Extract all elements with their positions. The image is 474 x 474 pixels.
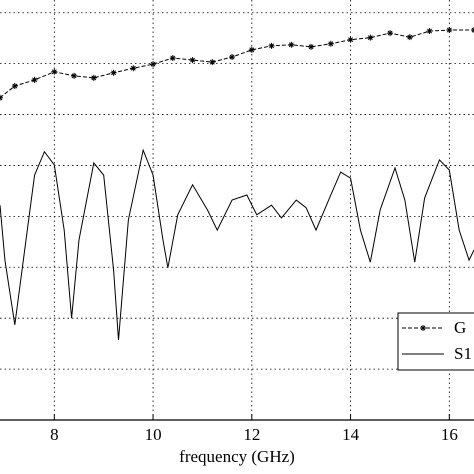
legend-box bbox=[397, 312, 474, 371]
point-marker bbox=[308, 43, 315, 50]
point-marker bbox=[268, 42, 275, 49]
point-marker bbox=[446, 27, 453, 34]
point-marker bbox=[229, 54, 236, 61]
x-axis-label: frequency (GHz) bbox=[179, 447, 295, 466]
x-tick-label: 8 bbox=[50, 425, 59, 444]
point-marker bbox=[209, 59, 216, 66]
point-marker bbox=[248, 46, 255, 53]
point-marker bbox=[71, 72, 78, 79]
point-marker bbox=[169, 55, 176, 62]
series-line bbox=[0, 148, 474, 341]
point-marker bbox=[426, 28, 433, 35]
x-tick-label: 10 bbox=[145, 425, 162, 444]
point-marker bbox=[288, 41, 295, 48]
legend-marker bbox=[420, 325, 426, 331]
series-line bbox=[0, 29, 474, 99]
legend: G S1 bbox=[397, 312, 474, 371]
point-marker bbox=[367, 34, 374, 41]
point-marker bbox=[189, 57, 196, 64]
point-marker bbox=[51, 68, 58, 75]
point-marker bbox=[11, 83, 18, 90]
point-marker bbox=[130, 65, 137, 72]
x-tick-label: 12 bbox=[243, 425, 260, 444]
x-tick-label: 16 bbox=[441, 425, 458, 444]
point-marker bbox=[31, 76, 38, 83]
x-tick-label: 14 bbox=[342, 425, 360, 444]
point-marker bbox=[90, 74, 97, 81]
point-marker bbox=[110, 69, 117, 76]
legend-label: S1 bbox=[454, 344, 472, 363]
point-marker bbox=[150, 61, 157, 68]
point-marker bbox=[347, 36, 354, 43]
point-marker bbox=[406, 34, 413, 41]
legend-label: G bbox=[454, 318, 466, 337]
point-marker bbox=[327, 40, 334, 47]
point-marker bbox=[387, 30, 394, 37]
